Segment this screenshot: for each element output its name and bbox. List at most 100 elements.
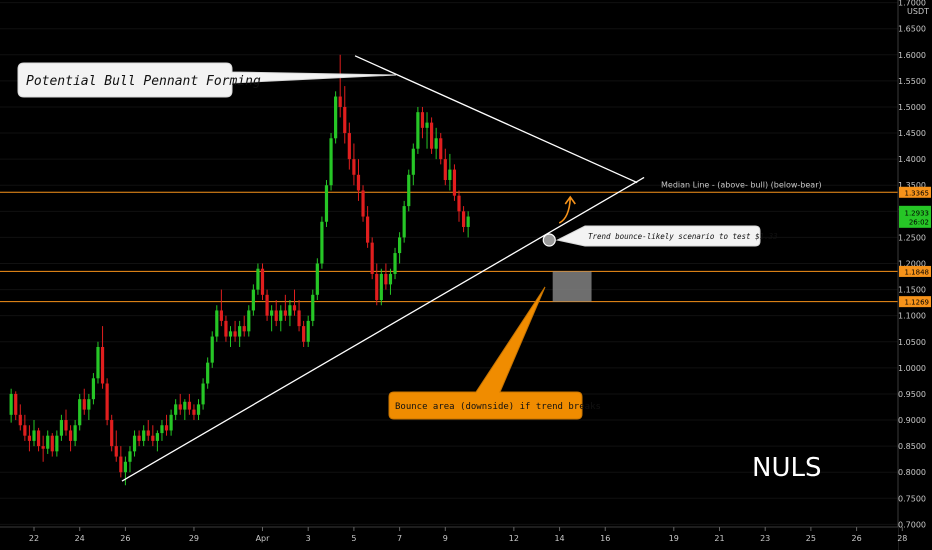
- median-line-label: Median Line - (above- bull) (below-bear): [661, 180, 822, 189]
- candle-body: [324, 185, 329, 222]
- candle-body: [270, 310, 274, 316]
- candle-body: [407, 174, 411, 207]
- candle-body: [329, 138, 333, 186]
- candle-body: [155, 433, 159, 441]
- candle-body: [27, 435, 32, 441]
- price-tick-label: 1.1500: [898, 286, 926, 295]
- price-tick-label: 1.2000: [898, 260, 926, 269]
- candle-body: [196, 404, 201, 415]
- candle-body: [132, 435, 137, 452]
- candle-body: [233, 331, 237, 337]
- price-tick-label: 1.2500: [898, 233, 926, 242]
- price-tick-label: 0.8000: [898, 468, 926, 477]
- price-tick-label: 1.3500: [898, 181, 926, 190]
- downside-callout-text: Bounce area (downside) if trend breaks: [395, 402, 601, 412]
- pennant-callout-text: Potential Bull Pennant Forming: [26, 74, 261, 89]
- candle-body: [242, 326, 246, 332]
- candle-body: [91, 378, 96, 400]
- candle-body: [315, 263, 319, 295]
- candle-body: [174, 404, 178, 415]
- candle-body: [228, 331, 233, 337]
- candle-body: [151, 435, 155, 441]
- candle-body: [36, 430, 41, 447]
- candle-body: [393, 253, 397, 274]
- price-tick-label: 1.7000: [898, 0, 926, 8]
- candle-body: [55, 435, 59, 452]
- price-tick-label: 0.7500: [898, 494, 926, 503]
- price-tag: [899, 205, 931, 228]
- price-tag-label: 1.2933: [905, 209, 930, 217]
- candle-body: [68, 430, 73, 441]
- price-tick-label: 1.6500: [898, 25, 926, 34]
- time-tick-label: 28: [897, 534, 907, 543]
- price-tick-label: 0.7000: [898, 520, 926, 529]
- time-tick-label: 29: [189, 534, 199, 543]
- candle-body: [370, 242, 374, 274]
- candle-body: [100, 346, 105, 384]
- time-axis-ticks: 22 24 26 29 Apr 3 5 7 9 12 14 16 19 21 23 25 26 28: [29, 527, 907, 543]
- candle-body: [356, 174, 361, 191]
- candle-body: [114, 446, 118, 457]
- time-tick-label: 16: [600, 534, 610, 543]
- price-tag-label: 1.3365: [905, 189, 930, 197]
- price-tag: [899, 186, 931, 198]
- time-axis-background: [0, 527, 898, 550]
- candle-body: [265, 294, 269, 316]
- time-axis[interactable]: 22 24 26 29 Apr 3 5 7 9 12 14 16 19 21 23 25 26 28: [0, 526, 907, 550]
- candles: [9, 54, 470, 486]
- candle-body: [50, 435, 54, 452]
- candle-body: [41, 446, 45, 449]
- candle-body: [361, 190, 365, 217]
- candle-body: [452, 169, 457, 196]
- countdown-label: 26:02: [909, 218, 929, 226]
- candle-body: [411, 148, 415, 175]
- candle-body: [123, 461, 127, 473]
- candle-body: [343, 106, 347, 134]
- candle-body: [160, 425, 164, 434]
- candle-body: [14, 393, 18, 415]
- price-tick-label: 1.5500: [898, 77, 926, 86]
- candle-body: [164, 425, 169, 431]
- candle-body: [398, 237, 402, 254]
- candle-body: [82, 399, 86, 410]
- price-tick-label: 1.0000: [898, 364, 926, 373]
- candle-body: [466, 216, 470, 227]
- candle-body: [448, 169, 452, 181]
- price-tick-label: 1.4000: [898, 155, 926, 164]
- price-levels: [0, 191, 898, 303]
- candle-body: [461, 211, 466, 227]
- candle-body: [146, 430, 150, 436]
- time-tick-label: 24: [75, 534, 85, 543]
- candle-body: [279, 310, 283, 321]
- candle-body: [23, 425, 27, 436]
- time-tick-label: 3: [306, 534, 311, 543]
- candle-body: [443, 159, 447, 181]
- candle-body: [238, 326, 242, 337]
- candle-body: [439, 138, 443, 160]
- candle-body: [334, 96, 338, 139]
- candle-body: [96, 346, 100, 379]
- price-axis[interactable]: 0.7000 0.7500 0.8000 0.8500 0.9000 0.9500 1.00…: [897, 0, 932, 550]
- candle-body: [219, 310, 223, 321]
- time-tick-label: 26: [852, 534, 862, 543]
- candle-body: [119, 456, 123, 473]
- price-tag: [899, 296, 931, 308]
- candle-body: [311, 294, 315, 321]
- bounce-marker: [542, 233, 556, 247]
- candle-body: [429, 122, 434, 149]
- candle-body: [366, 216, 370, 243]
- candle-body: [347, 133, 351, 160]
- candle-body: [110, 420, 114, 447]
- time-tick-label: 22: [29, 534, 39, 543]
- time-tick-label: 21: [714, 534, 724, 543]
- candle-body: [142, 430, 146, 441]
- bounce-up-arrow-icon: [558, 197, 572, 224]
- candle-body: [457, 195, 461, 212]
- trendlines: [121, 55, 645, 482]
- candle-body: [18, 414, 22, 426]
- time-tick-label: 23: [760, 534, 770, 543]
- candle-body: [260, 268, 265, 295]
- candle-body: [224, 320, 228, 337]
- candle-body: [210, 336, 214, 363]
